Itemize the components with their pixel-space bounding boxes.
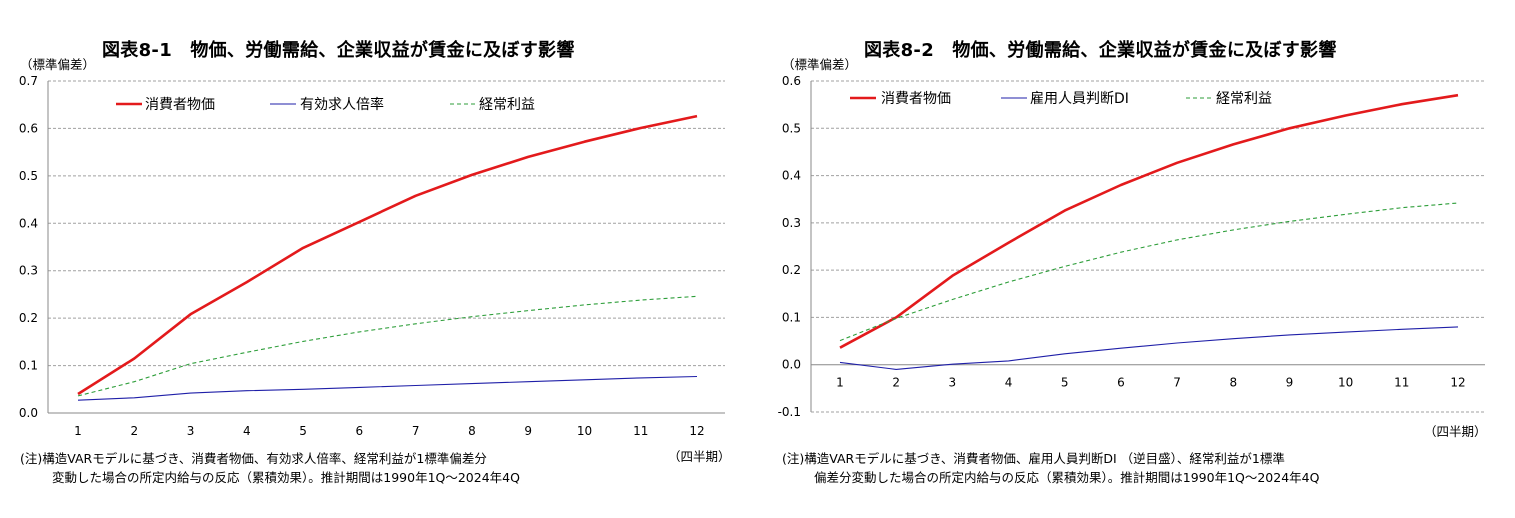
line-chart-1: 0.00.10.20.30.40.50.60.71 2 3 4 5 6 7 8 9 10 11 12消…	[19, 74, 725, 438]
y-tick-label: 0.4	[19, 216, 38, 230]
y-axis-unit-label: （標準偏差）	[782, 57, 858, 72]
x-tick-label: 9	[1286, 376, 1294, 390]
note-line-1: (注)構造VARモデルに基づき、消費者物価、有効求人倍率、経常利益が1標準偏差分	[20, 451, 487, 466]
y-tick-label: -0.1	[778, 405, 801, 419]
x-tick-label: 4	[243, 424, 251, 438]
y-tick-label: 0.1	[19, 359, 38, 373]
y-tick-label: 0.3	[782, 216, 801, 230]
series-line-1	[77, 114, 698, 396]
x-tick-label: 12	[689, 424, 704, 438]
y-axis-unit-label: （標準偏差）	[20, 57, 96, 72]
x-axis-unit-label: （四半期）	[1424, 424, 1487, 439]
x-tick-label: 5	[1061, 376, 1069, 390]
x-tick-label: 8	[1229, 376, 1237, 390]
x-tick-label: 10	[1338, 376, 1353, 390]
x-tick-label: 5	[299, 424, 307, 438]
chart-note: (注)構造VARモデルに基づき、消費者物価、有効求人倍率、経常利益が1標準偏差分…	[20, 449, 520, 487]
x-tick-label: 7	[1173, 376, 1181, 390]
series-line-3	[77, 295, 698, 397]
x-tick-label: 1	[836, 376, 844, 390]
x-tick-label: 8	[468, 424, 476, 438]
x-tick-label: 3	[949, 376, 957, 390]
series-line-3	[839, 202, 1459, 342]
y-tick-label: 0.4	[782, 169, 801, 183]
x-tick-label: 1	[74, 424, 82, 438]
y-tick-label: 0.0	[19, 406, 38, 420]
y-tick-label: 0.2	[19, 311, 38, 325]
series-line-1	[839, 93, 1459, 349]
note-line-1: (注)構造VARモデルに基づき、消費者物価、雇用人員判断DI （逆目盛）、経常利…	[782, 451, 1285, 466]
series-line-2	[839, 326, 1459, 370]
chart-title: 図表8-2 物価、労働需給、企業収益が賃金に及ぼす影響	[864, 40, 1337, 61]
chart-panel-1: 図表8-1 物価、労働需給、企業収益が賃金に及ぼす影響 （標準偏差） 0.0 0.…	[0, 0, 757, 518]
y-tick-label: 0.5	[782, 121, 801, 135]
chart-note: (注)構造VARモデルに基づき、消費者物価、雇用人員判断DI （逆目盛）、経常利…	[782, 449, 1319, 487]
series-line-2	[77, 375, 698, 401]
x-axis-unit-label: （四半期）	[668, 449, 731, 464]
x-tick-label: 6	[1117, 376, 1125, 390]
note-line-2: 偏差分変動した場合の所定内給与の反応（累積効果）。推計期間は1990年1Q～20…	[814, 470, 1320, 485]
y-tick-label: 0.2	[782, 263, 801, 277]
x-tick-label: 10	[577, 424, 592, 438]
legend-label-1: 消費者物価	[145, 97, 215, 113]
legend-label-3: 経常利益	[479, 97, 535, 113]
x-tick-label: 2	[892, 376, 900, 390]
legend-label-1: 消費者物価	[881, 91, 951, 107]
y-tick-label: 0.6	[19, 121, 38, 135]
line-chart-2: -0.10.00.10.20.30.40.50.61 2 3 4 5 6 7 8 9 10 11 12…	[778, 74, 1485, 419]
x-tick-label: 6	[356, 424, 364, 438]
x-tick-label: 11	[1394, 376, 1409, 390]
chart-title: 図表8-1 物価、労働需給、企業収益が賃金に及ぼす影響	[102, 40, 575, 61]
legend-label-3: 経常利益	[1216, 91, 1272, 107]
x-tick-label: 7	[412, 424, 420, 438]
x-tick-label: 3	[187, 424, 195, 438]
y-tick-label: 0.3	[19, 264, 38, 278]
y-tick-label: 0.6	[782, 74, 801, 88]
y-tick-label: 0.1	[782, 310, 801, 324]
x-tick-label: 2	[130, 424, 138, 438]
chart-panel-2: 図表8-2 物価、労働需給、企業収益が賃金に及ぼす影響 （標準偏差） -0.1 0…	[758, 0, 1515, 518]
x-tick-label: 9	[524, 424, 532, 438]
x-tick-label: 11	[633, 424, 648, 438]
x-tick-label: 12	[1450, 376, 1465, 390]
y-tick-label: 0.0	[782, 358, 801, 372]
legend-label-2: 有効求人倍率	[300, 96, 384, 113]
y-tick-label: 0.7	[19, 74, 38, 88]
x-tick-label: 4	[1005, 376, 1013, 390]
note-line-2: 変動した場合の所定内給与の反応（累積効果）。推計期間は1990年1Q～2024年…	[52, 470, 520, 485]
y-tick-label: 0.5	[19, 169, 38, 183]
legend-label-2: 雇用人員判断DI	[1030, 90, 1129, 107]
